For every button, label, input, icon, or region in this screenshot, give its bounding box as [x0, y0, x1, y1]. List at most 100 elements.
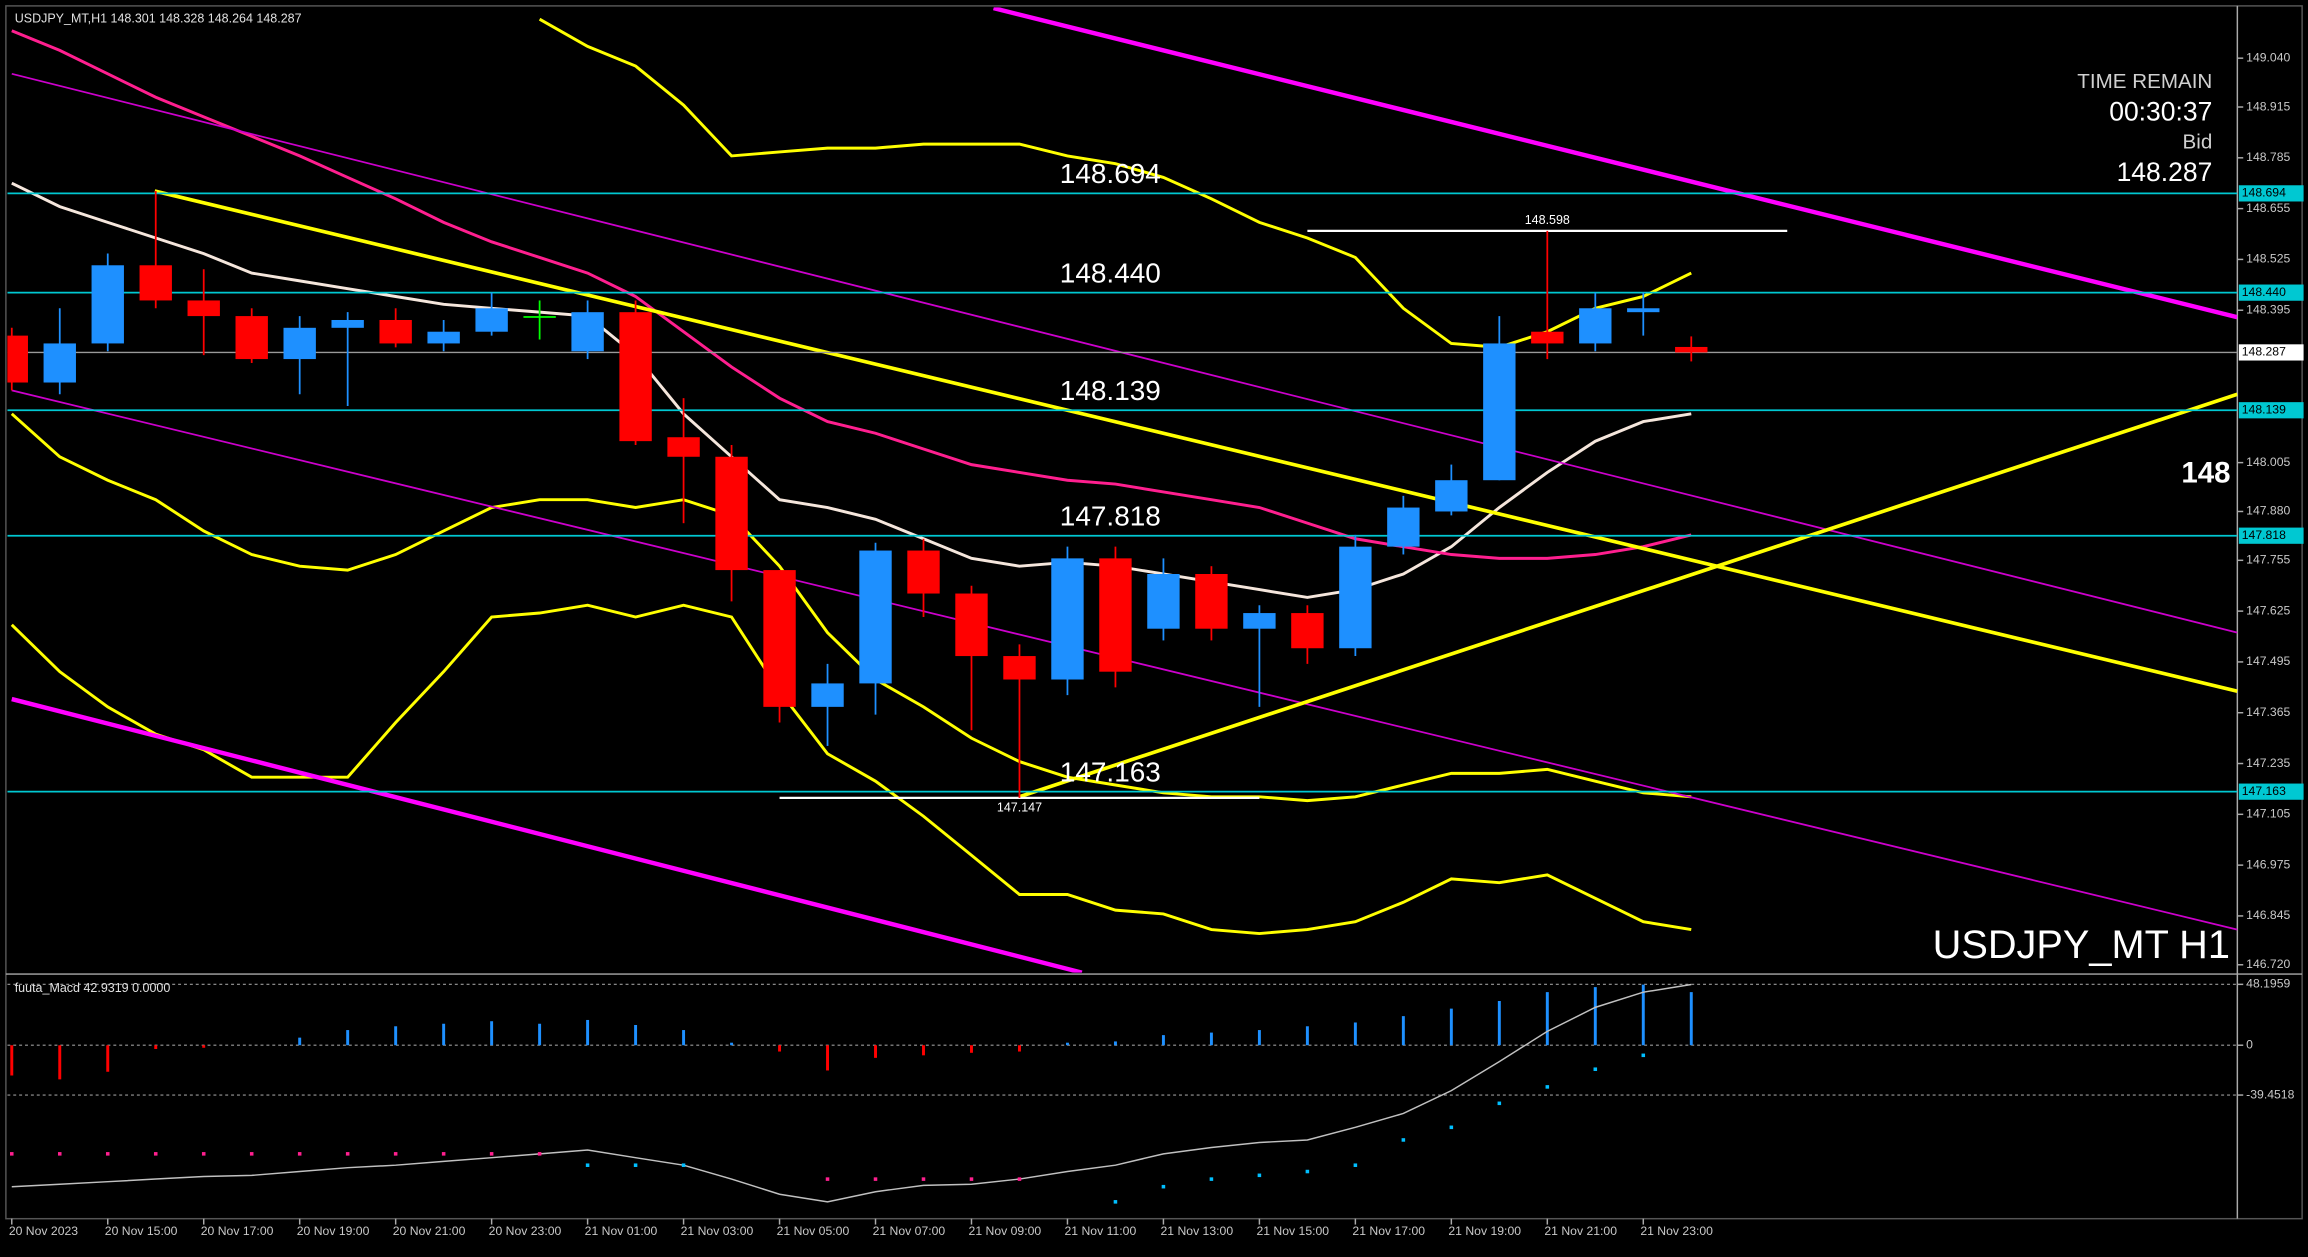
- macd-dot: [1641, 1053, 1646, 1058]
- macd-dot: [345, 1152, 350, 1156]
- watermark: USDJPY_MT H1: [1933, 923, 2230, 967]
- axes: 149.040 148.915 148.785 148.655 148.525 148.3…: [9, 50, 2304, 1238]
- x-tick-label: 21 Nov 09:00: [969, 1224, 1042, 1238]
- macd-dot: [1353, 1163, 1358, 1167]
- macd-dot: [1545, 1085, 1550, 1089]
- candle-body: [1579, 308, 1612, 344]
- candle-body: [331, 319, 364, 328]
- frame: [5, 5, 2303, 1220]
- x-tick-label: 21 Nov 07:00: [873, 1224, 946, 1238]
- candle-body: [1387, 507, 1420, 547]
- macd-dot: [1497, 1101, 1502, 1106]
- y-tick-label: 147.105: [2246, 807, 2290, 821]
- y-tick-label: 148.395: [2246, 302, 2290, 316]
- macd-dot: [1305, 1169, 1310, 1174]
- candle-body: [811, 683, 844, 707]
- x-tick-label: 20 Nov 17:00: [201, 1224, 274, 1238]
- level-axis-box: [2238, 402, 2304, 419]
- bid-axis-box: [2238, 344, 2304, 361]
- y-tick-label: 148.655: [2246, 201, 2290, 215]
- time-remain-label: TIME REMAIN: [2077, 70, 2212, 93]
- y-tick-label: 147.755: [2246, 553, 2290, 567]
- bid-value: 148.287: [2117, 157, 2213, 187]
- macd-plot: [7, 983, 2238, 1204]
- candle-body: [907, 550, 940, 594]
- candle-body: [379, 319, 412, 344]
- macd-dot: [1257, 1173, 1262, 1178]
- level-label: 147.163: [1060, 756, 1161, 787]
- trend-line: [11, 72, 2238, 634]
- candle-body: [763, 570, 796, 707]
- y-tick-label: 148.525: [2246, 252, 2290, 266]
- level-label: 148.694: [1060, 158, 1161, 189]
- candle-body: [715, 456, 748, 571]
- candle-body: [1147, 573, 1180, 629]
- candle-body: [1003, 656, 1036, 680]
- level-label: 148.139: [1060, 375, 1161, 406]
- level-axis-label: 148.139: [2242, 402, 2286, 416]
- x-tick-label: 20 Nov 23:00: [489, 1224, 562, 1238]
- x-tick-label: 21 Nov 01:00: [585, 1224, 658, 1238]
- macd-dot: [105, 1152, 110, 1156]
- macd-dot: [1209, 1177, 1214, 1181]
- macd-dot: [441, 1152, 446, 1156]
- macd-dot: [1449, 1125, 1454, 1130]
- extreme-marker-label: 147.147: [997, 801, 1042, 815]
- candle-body: [1051, 558, 1084, 680]
- macd-dot: [393, 1152, 398, 1156]
- trend-line: [993, 7, 2238, 320]
- candle-body: [859, 550, 892, 684]
- macd-dot: [681, 1163, 686, 1167]
- level-axis-label: 148.440: [2242, 285, 2286, 299]
- macd-dot: [249, 1152, 254, 1156]
- macd-dot: [57, 1152, 62, 1156]
- y-tick-label: 149.040: [2246, 50, 2290, 64]
- y-tick-label: 147.235: [2246, 756, 2290, 770]
- candle-body: [523, 316, 556, 318]
- chart-header: USDJPY_MT,H1 148.301 148.328 148.264 148…: [15, 11, 302, 25]
- macd-header: fuuta_Macd 42.9319 0.0000: [15, 981, 171, 995]
- macd-dot: [153, 1152, 158, 1156]
- indicator-line: [11, 29, 1692, 560]
- macd-dot: [1017, 1177, 1022, 1181]
- trend-line: [1018, 392, 2238, 799]
- trend-line: [154, 189, 2238, 694]
- candle-body: [667, 437, 700, 457]
- main-plot: 148.694 148.440 148.139 147.818 147.163 148.5…: [7, 7, 2238, 973]
- macd-dot: [10, 1152, 14, 1156]
- x-tick-label: 21 Nov 21:00: [1544, 1224, 1617, 1238]
- x-tick-label: 21 Nov 13:00: [1160, 1224, 1233, 1238]
- macd-dot: [585, 1163, 590, 1167]
- macd-dot: [969, 1177, 974, 1181]
- y-tick-label: 147.880: [2246, 504, 2290, 518]
- x-tick-label: 21 Nov 23:00: [1640, 1224, 1713, 1238]
- bid-axis-label: 148.287: [2242, 345, 2286, 359]
- x-tick-label: 20 Nov 2023: [9, 1224, 78, 1238]
- bid-label: Bid: [2183, 130, 2213, 153]
- candle-body: [1099, 558, 1132, 672]
- x-tick-label: 21 Nov 17:00: [1352, 1224, 1425, 1238]
- candle-body: [187, 300, 220, 317]
- macd-y-tick-label: -39.4518: [2246, 1087, 2294, 1101]
- level-axis-label: 147.163: [2242, 784, 2286, 798]
- level-label: 147.818: [1060, 500, 1161, 531]
- macd-dot: [1401, 1138, 1406, 1142]
- candle-body: [7, 335, 28, 383]
- trend-line: [11, 696, 1083, 973]
- y-tick-label: 148.005: [2246, 455, 2290, 469]
- macd-dot: [921, 1177, 926, 1181]
- candle-body: [571, 312, 604, 352]
- level-axis-label: 148.694: [2242, 186, 2286, 200]
- indicator-line: [11, 181, 1692, 599]
- x-tick-label: 21 Nov 05:00: [777, 1224, 850, 1238]
- x-tick-label: 21 Nov 11:00: [1065, 1224, 1137, 1238]
- macd-dot: [1593, 1067, 1598, 1071]
- level-label: 148.440: [1060, 257, 1161, 288]
- macd-dot: [825, 1177, 830, 1181]
- y-tick-label: 148.915: [2246, 99, 2290, 113]
- level-axis-box: [2238, 185, 2304, 202]
- candle-body: [139, 265, 172, 301]
- macd-dot: [297, 1152, 302, 1156]
